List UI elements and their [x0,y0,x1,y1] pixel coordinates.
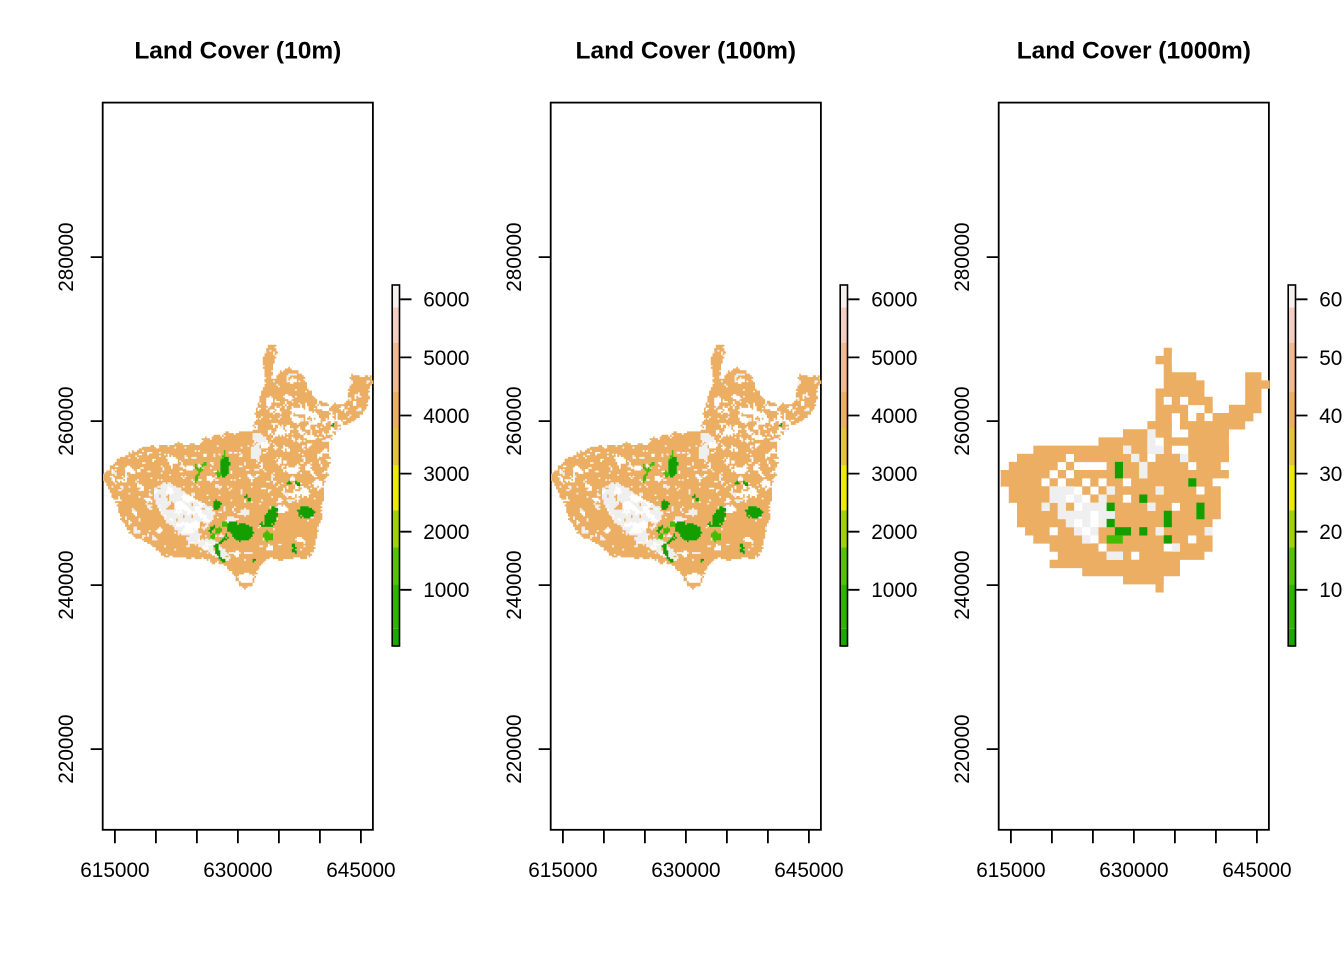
svg-text:615000: 615000 [80,859,149,882]
svg-text:615000: 615000 [976,859,1045,882]
svg-text:630000: 630000 [203,859,272,882]
svg-text:4000: 4000 [871,405,917,428]
svg-text:220000: 220000 [503,714,526,783]
svg-text:240000: 240000 [503,550,526,619]
svg-text:3000: 3000 [871,463,917,486]
svg-text:280000: 280000 [951,222,974,291]
svg-text:280000: 280000 [503,222,526,291]
svg-text:5000: 5000 [423,347,469,370]
svg-text:6000: 6000 [871,289,917,312]
svg-text:5000: 5000 [871,347,917,370]
svg-text:6000: 6000 [423,289,469,312]
svg-text:1000: 1000 [871,579,917,602]
svg-text:Land Cover (10m): Land Cover (10m) [134,38,341,65]
svg-text:3000: 3000 [423,463,469,486]
svg-text:260000: 260000 [55,386,78,455]
svg-text:2000: 2000 [871,521,917,544]
svg-text:615000: 615000 [528,859,597,882]
svg-text:Land Cover (100m): Land Cover (100m) [576,38,797,65]
svg-text:645000: 645000 [326,859,395,882]
svg-text:60: 60 [1319,289,1342,312]
svg-text:10: 10 [1319,579,1342,602]
svg-text:645000: 645000 [774,859,843,882]
svg-text:4000: 4000 [423,405,469,428]
svg-text:240000: 240000 [951,550,974,619]
svg-text:260000: 260000 [503,386,526,455]
svg-text:630000: 630000 [1099,859,1168,882]
svg-text:1000: 1000 [423,579,469,602]
svg-text:260000: 260000 [951,386,974,455]
svg-text:2000: 2000 [423,521,469,544]
svg-text:30: 30 [1319,463,1342,486]
svg-text:645000: 645000 [1222,859,1291,882]
svg-text:240000: 240000 [55,550,78,619]
svg-text:50: 50 [1319,347,1342,370]
svg-text:Land Cover (1000m): Land Cover (1000m) [1017,38,1251,65]
svg-text:40: 40 [1319,405,1342,428]
svg-text:630000: 630000 [651,859,720,882]
svg-text:280000: 280000 [55,222,78,291]
svg-text:220000: 220000 [55,714,78,783]
svg-text:220000: 220000 [951,714,974,783]
svg-text:20: 20 [1319,521,1342,544]
